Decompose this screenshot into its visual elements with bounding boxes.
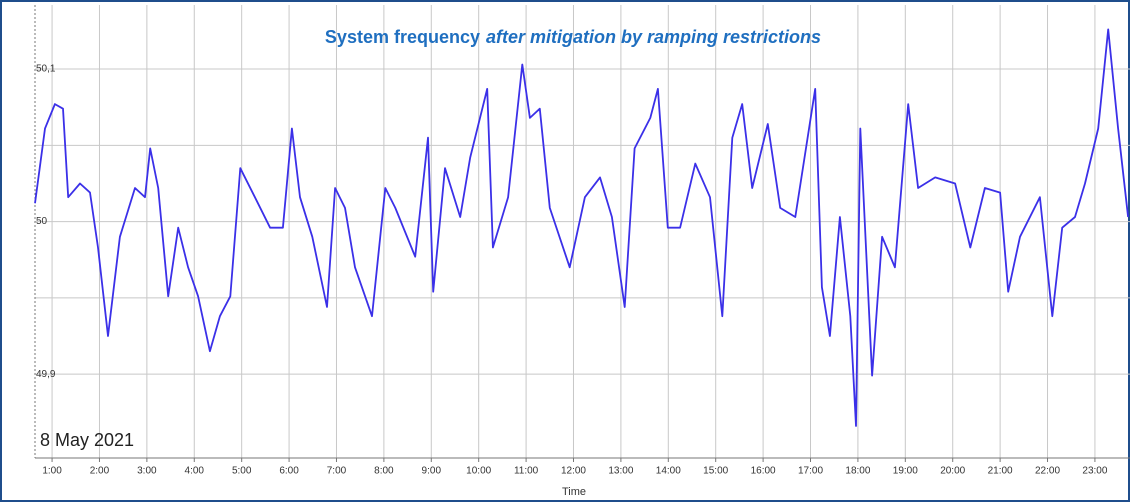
y-tick-label: 50: [36, 216, 48, 227]
x-tick-label: 6:00: [279, 466, 299, 477]
y-tick-label: 50,1: [36, 64, 56, 75]
x-tick-label: 17:00: [798, 466, 823, 477]
x-tick-label: 13:00: [608, 466, 633, 477]
x-tick-label: 9:00: [422, 466, 442, 477]
x-tick-label: 18:00: [845, 466, 870, 477]
x-tick-label: 20:00: [940, 466, 965, 477]
date-label: 8 May 2021: [40, 430, 134, 450]
x-tick-label: 10:00: [466, 466, 491, 477]
x-tick-label: 23:00: [1082, 466, 1107, 477]
x-tick-label: 1:00: [42, 466, 62, 477]
x-tick-label: 14:00: [656, 466, 681, 477]
x-tick-label: 3:00: [137, 466, 157, 477]
x-tick-label: 2:00: [90, 466, 110, 477]
x-tick-label: 4:00: [185, 466, 205, 477]
data-line: [34, 28, 1129, 427]
x-tick-label: 22:00: [1035, 466, 1060, 477]
y-tick-label: 49,9: [36, 369, 56, 380]
x-tick-label: 21:00: [988, 466, 1013, 477]
x-tick-label: 16:00: [751, 466, 776, 477]
x-tick-label: 8:00: [374, 466, 394, 477]
chart-title: System frequency: [325, 27, 480, 47]
x-tick-label: 12:00: [561, 466, 586, 477]
x-tick-label: 11:00: [514, 466, 539, 477]
chart-title-italic: after mitigation by ramping restrictions: [486, 27, 821, 47]
x-tick-label: 19:00: [893, 466, 918, 477]
x-tick-label: 5:00: [232, 466, 252, 477]
x-tick-label: 7:00: [327, 466, 347, 477]
x-axis-label: Time: [562, 486, 586, 498]
x-tick-label: 15:00: [703, 466, 728, 477]
